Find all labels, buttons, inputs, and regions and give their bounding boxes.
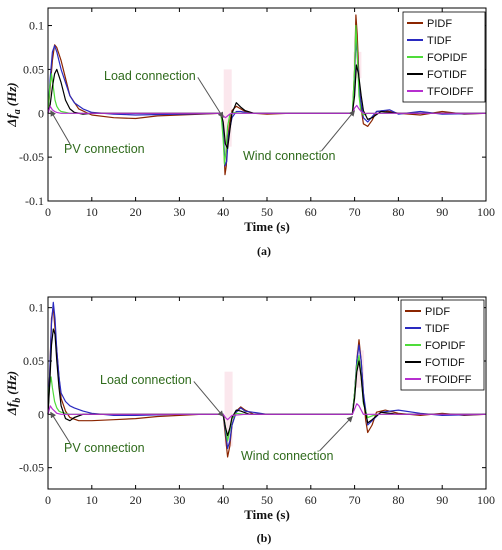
legend-a: PIDF TIDF FOPIDF FOTIDF TFOIDFF xyxy=(402,11,486,103)
legend-label: TIDF xyxy=(425,323,450,335)
legend-b: PIDF TIDF FOPIDF FOTIDF TFOIDFF xyxy=(400,299,485,391)
annotation-text: Wind connection xyxy=(243,149,335,163)
annotation-text: Load connection xyxy=(104,69,196,83)
series-group-a xyxy=(47,14,487,176)
x-tick-label: 40 xyxy=(217,493,229,507)
x-tick-label: 20 xyxy=(130,493,142,507)
x-tick-label: 100 xyxy=(477,493,495,507)
y-axis-label-a: Δfa(Hz) xyxy=(4,82,23,127)
legend-label: FOPIDF xyxy=(427,52,468,64)
series-group-b xyxy=(47,301,487,458)
legend-label: PIDF xyxy=(425,306,450,318)
axis-ticks-b: 0 10 20 30 40 50 60 70 80 90 100 -0.05 0 0.05 0.1 xyxy=(19,297,495,507)
x-tick-label: 70 xyxy=(349,205,361,219)
x-tick-label: 80 xyxy=(392,205,404,219)
x-tick-label: 100 xyxy=(477,205,495,219)
y-tick-label: 0 xyxy=(38,106,44,120)
legend-label: TFOIDFF xyxy=(427,86,474,98)
x-tick-label: 70 xyxy=(349,493,361,507)
series-line-tfoidff xyxy=(47,104,486,119)
x-tick-label: 10 xyxy=(86,205,98,219)
y-tick-label: -0.05 xyxy=(19,150,44,164)
annotation-arrow xyxy=(50,411,71,444)
x-axis-label-a: Time (s) xyxy=(244,219,290,234)
legend-label: TIDF xyxy=(427,35,452,47)
x-tick-label: 0 xyxy=(45,205,51,219)
x-tick-label: 10 xyxy=(86,493,98,507)
annotation-arrow xyxy=(193,381,224,417)
x-tick-label: 60 xyxy=(305,205,317,219)
panel-caption-b: (b) xyxy=(257,531,272,545)
axis-ticks-a: 0 10 20 30 40 50 60 70 80 90 100 -0.1 -0.05 0 0.05 0.1 xyxy=(19,8,495,219)
x-tick-label: 80 xyxy=(392,493,404,507)
y-axis-label-b: Δfb(Hz) xyxy=(4,371,23,416)
y-tick-label: -0.1 xyxy=(25,194,44,208)
series-line-fotidf xyxy=(47,328,486,437)
annotation-arrow xyxy=(319,416,353,452)
annotation-text: PV connection xyxy=(64,441,145,455)
series-line-fotidf xyxy=(47,64,486,149)
x-tick-label: 30 xyxy=(173,493,185,507)
annotation-arrow xyxy=(321,110,355,152)
x-tick-label: 30 xyxy=(173,205,185,219)
series-line-tfoidff xyxy=(47,403,486,421)
annotation-text: PV connection xyxy=(64,142,145,156)
annotations-b: Load connection PV connection Wind connect… xyxy=(50,373,353,463)
x-tick-label: 40 xyxy=(217,205,229,219)
panel-caption-a: (a) xyxy=(257,244,271,258)
y-tick-label: 0 xyxy=(38,407,44,421)
annotation-text: Load connection xyxy=(100,373,192,387)
annotation-arrow xyxy=(197,77,224,119)
y-tick-label: 0.1 xyxy=(29,301,44,315)
peak-highlight xyxy=(223,69,232,147)
x-tick-label: 50 xyxy=(261,493,273,507)
plot-frame-a xyxy=(47,7,487,202)
plot-frame-b xyxy=(47,296,487,490)
chart-panel-a: 0 10 20 30 40 50 60 70 80 90 100-0.1-0.0500.050.1 … xyxy=(4,7,495,258)
y-tick-label: 0.05 xyxy=(23,62,44,76)
legend-label: FOTIDF xyxy=(425,357,465,369)
legend-label: FOTIDF xyxy=(427,69,467,81)
annotations-a: Load connection PV connection Wind connect… xyxy=(50,69,355,163)
y-tick-label: -0.05 xyxy=(19,461,44,475)
y-tick-label: 0.05 xyxy=(23,354,44,368)
x-tick-label: 20 xyxy=(130,205,142,219)
legend-label: FOPIDF xyxy=(425,340,466,352)
peak-highlight xyxy=(224,371,233,447)
annotation-text: Wind connection xyxy=(241,449,333,463)
x-tick-label: 90 xyxy=(436,493,448,507)
legend-label: TFOIDFF xyxy=(425,374,472,386)
annotation-arrow xyxy=(50,110,71,145)
y-tick-label: 0.1 xyxy=(29,19,44,33)
chart-panel-b: 0 10 20 30 40 50 60 70 80 90 100 -0.05 0 0.05 0.1 Δfb(… xyxy=(4,296,495,545)
x-tick-label: 90 xyxy=(436,205,448,219)
x-tick-label: 60 xyxy=(305,493,317,507)
x-tick-label: 0 xyxy=(45,493,51,507)
x-tick-label: 50 xyxy=(261,205,273,219)
x-axis-label-b: Time (s) xyxy=(244,507,290,522)
legend-label: PIDF xyxy=(427,18,452,30)
